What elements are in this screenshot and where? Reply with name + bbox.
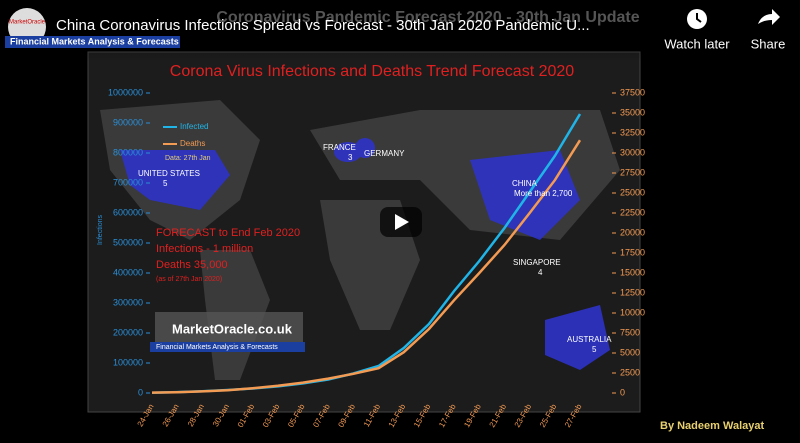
y2-tick-label: 10000 <box>620 307 645 317</box>
annotation: FORECAST to End Feb 2020 <box>156 227 300 239</box>
y2-tick-label: 35000 <box>620 107 645 117</box>
annotation: Infections - 1 million <box>156 243 253 255</box>
channel-banner-text: Financial Markets Analysis & Forecasts <box>10 36 179 46</box>
y-tick-label: 500000 <box>113 237 143 247</box>
video-title[interactable]: China Coronavirus Infections Spread vs F… <box>56 17 590 34</box>
y-axis-title: Infections <box>97 215 104 245</box>
annotation: (as of 27th Jan 2020) <box>156 276 222 283</box>
watch-later-label[interactable]: Watch later <box>664 36 730 51</box>
y2-tick-label: 7500 <box>620 327 640 337</box>
country-name: FRANCE <box>323 143 356 152</box>
y2-tick-label: 0 <box>620 387 625 397</box>
y2-tick-label: 22500 <box>620 207 645 217</box>
annotation: Data: 27th Jan <box>165 155 211 162</box>
y-tick-label: 700000 <box>113 177 143 187</box>
country-name: UNITED STATES <box>138 169 200 178</box>
y-tick-label: 900000 <box>113 117 143 127</box>
france-shape <box>334 142 362 162</box>
china-shape <box>470 150 580 240</box>
highlighted-countries <box>120 138 610 370</box>
country-cases: 5 <box>592 345 597 354</box>
thumbnail-title: Coronavirus Pandemic Forecast 2020 - 30t… <box>216 9 639 26</box>
y2-tick-label: 37500 <box>620 87 645 97</box>
watermark-banner <box>150 342 305 352</box>
y2-tick-label: 27500 <box>620 167 645 177</box>
share-icon[interactable] <box>758 9 780 25</box>
y2-tick-label: 30000 <box>620 147 645 157</box>
annotation: Deaths 35,000 <box>156 259 228 271</box>
channel-banner <box>5 36 180 48</box>
y-tick-label: 600000 <box>113 207 143 217</box>
watermark-site: MarketOracle.co.uk <box>172 321 293 336</box>
y-tick-label: 800000 <box>113 147 143 157</box>
watermark-tagline: Financial Markets Analysis & Forecasts <box>156 344 278 351</box>
y2-tick-label: 17500 <box>620 247 645 257</box>
legend-label: Infected <box>180 122 208 131</box>
chart-title: Corona Virus Infections and Deaths Trend… <box>170 63 574 80</box>
channel-logo-text: MarketOracle <box>9 20 46 26</box>
y2-tick-label: 20000 <box>620 227 645 237</box>
country-cases: 4 <box>538 268 543 277</box>
title-bar <box>0 0 800 62</box>
series-line <box>151 139 582 394</box>
australia-shape <box>545 305 610 370</box>
country-cases: 5 <box>163 179 168 188</box>
y2-tick-label: 15000 <box>620 267 645 277</box>
y-tick-label: 0 <box>138 387 143 397</box>
share-label[interactable]: Share <box>751 36 786 51</box>
clock-hands <box>696 13 702 23</box>
y2-tick-label: 32500 <box>620 127 645 137</box>
country-name: SINGAPORE <box>513 258 561 267</box>
y2-tick-label: 2500 <box>620 367 640 377</box>
usa-shape <box>120 150 230 210</box>
credit: By Nadeem Walayat <box>660 420 764 432</box>
country-cases: More than 2,700 <box>514 189 573 198</box>
country-cases: 3 <box>348 153 353 162</box>
y-tick-label: 100000 <box>113 357 143 367</box>
y-tick-label: 200000 <box>113 327 143 337</box>
play-icon <box>395 214 409 230</box>
legend-label: Deaths <box>180 139 205 148</box>
y-tick-label: 1000000 <box>108 87 143 97</box>
y-tick-label: 400000 <box>113 267 143 277</box>
y2-tick-label: 25000 <box>620 187 645 197</box>
germany-shape <box>355 138 375 158</box>
y-tick-label: 300000 <box>113 297 143 307</box>
country-name: GERMANY <box>364 149 405 158</box>
y2-tick-label: 12500 <box>620 287 645 297</box>
country-name: AUSTRALIA <box>567 335 612 344</box>
country-name: CHINA <box>512 179 538 188</box>
y2-tick-label: 5000 <box>620 347 640 357</box>
